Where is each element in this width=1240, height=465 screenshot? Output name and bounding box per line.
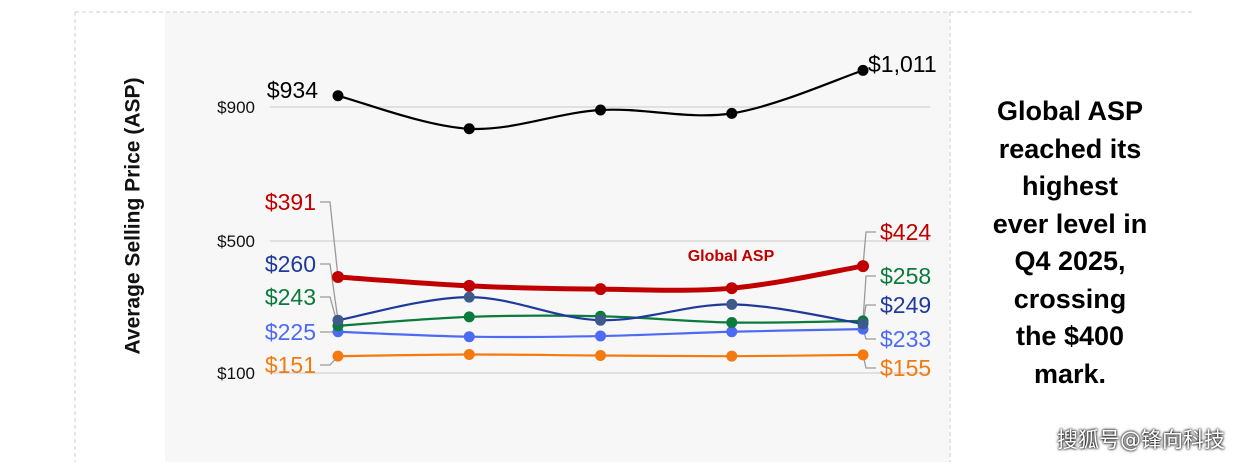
data-point (595, 314, 606, 326)
data-point (332, 270, 344, 283)
data-point (726, 107, 738, 119)
series-s1 (332, 64, 869, 135)
y-axis-label: Average Selling Price (ASP) (122, 78, 145, 355)
end-value-label: $155 (880, 355, 931, 381)
data-point (857, 318, 869, 330)
data-point (857, 64, 869, 76)
annotation-line: mark. (1033, 358, 1107, 389)
data-point (857, 260, 869, 273)
data-point (463, 123, 475, 135)
annotation-line: highest (1021, 171, 1118, 201)
leader-line (862, 275, 876, 321)
start-value-label: $260 (265, 251, 316, 277)
data-point (726, 350, 738, 362)
data-point (463, 311, 475, 323)
data-point (463, 331, 475, 343)
series-name-global-asp: Global ASP (688, 248, 775, 265)
series-s6 (332, 349, 869, 362)
data-point (595, 350, 606, 362)
value-labels: $934 $1,011 $151 $155 $225 $233 $243 $258 $260 $2… (265, 51, 937, 381)
series-lines (332, 64, 869, 362)
annotation-line: reached its (998, 133, 1142, 164)
data-point (595, 104, 606, 116)
data-point (857, 349, 869, 361)
annotation-line: the $400 (1015, 321, 1125, 351)
data-point (332, 350, 344, 362)
data-point (332, 314, 344, 326)
data-point (726, 298, 738, 310)
leader-line (320, 263, 339, 321)
end-value-label: $249 (880, 292, 931, 318)
data-point (726, 326, 738, 338)
data-point (463, 279, 476, 292)
data-point (332, 90, 344, 102)
start-value-label: $934 (267, 77, 318, 103)
start-value-label: $391 (265, 189, 316, 215)
series-s2 (332, 260, 869, 296)
data-point (725, 282, 738, 295)
leader-line (862, 231, 876, 267)
end-value-label: $258 (880, 263, 931, 289)
data-point (726, 317, 738, 329)
data-point (594, 283, 607, 296)
start-value-label: $243 (265, 284, 316, 310)
annotation-line: Q4 2025, (1014, 246, 1126, 276)
annotation-line: ever level in (992, 208, 1148, 239)
annotation-text: Global ASP reached its highest ever level i… (962, 93, 1178, 393)
data-point (463, 291, 475, 303)
end-value-label: $233 (880, 326, 931, 352)
y-tick-label: $900 (217, 98, 255, 117)
start-value-label: $225 (265, 319, 316, 345)
y-tick-label: $500 (217, 232, 255, 251)
watermark: 搜狐号@锋向科技 (1057, 428, 1225, 452)
series-s3 (332, 291, 869, 330)
data-point (595, 330, 606, 342)
data-point (463, 349, 475, 361)
end-value-label: $1,011 (868, 51, 937, 77)
y-tick-label: $100 (217, 364, 255, 383)
y-tick-labels: $900 $500 $100 (217, 98, 255, 383)
annotation-line: crossing (1013, 283, 1127, 314)
end-value-label: $424 (880, 219, 931, 245)
annotation-line: Global ASP (996, 96, 1144, 126)
leader-line (320, 201, 339, 278)
start-value-label: $151 (265, 352, 316, 378)
